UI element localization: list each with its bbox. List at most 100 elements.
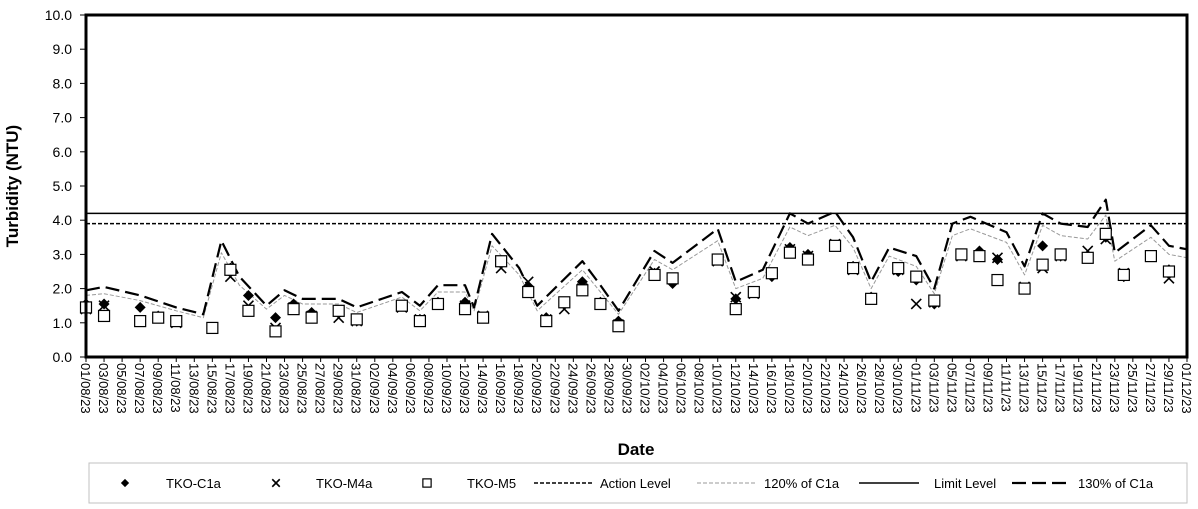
x-tick-label: 30/10/23 — [890, 363, 905, 414]
tko-c1a-point — [270, 312, 282, 324]
tko-m5-point — [828, 239, 842, 252]
series-lines — [85, 198, 1188, 319]
tko-m5-point — [910, 270, 923, 283]
130-of-c1a-line — [85, 198, 1188, 316]
tko-m5-point — [955, 248, 968, 261]
tko-m5-point — [413, 314, 427, 328]
tko-m5-point — [495, 255, 508, 268]
series-markers — [79, 227, 1176, 338]
x-tick-label: 21/11/23 — [1089, 363, 1104, 413]
tko-m5-point — [783, 246, 797, 259]
x-tick-label: 30/09/23 — [619, 363, 634, 414]
x-tick-label: 08/09/23 — [421, 363, 436, 414]
tko-m5-point — [458, 303, 472, 316]
legend-130-of-c1a-label: 130% of C1a — [1078, 476, 1154, 491]
x-tick-label: 10/09/23 — [439, 363, 454, 414]
x-tick-label: 14/10/23 — [746, 363, 761, 414]
tko-m4a-point — [522, 276, 534, 288]
tko-m5-point — [522, 285, 535, 299]
xtick-labels: 01/08/23 03/08/23 05/08/23 07/08/23 09/08/23… — [78, 363, 1194, 414]
x-tick-label: 16/09/23 — [493, 363, 508, 414]
tko-m5-point — [991, 273, 1004, 287]
tko-m5-point — [973, 250, 986, 263]
x-tick-label: 01/08/23 — [78, 363, 93, 414]
tko-m5-point — [801, 253, 815, 266]
tko-m5-point — [1018, 282, 1031, 295]
legend-tko-c1a-label: TKO-C1a — [166, 476, 222, 491]
tko-m4a-point — [730, 291, 742, 303]
tko-m5-point — [287, 303, 300, 316]
x-tick-label: 02/10/23 — [638, 363, 653, 414]
tko-m5-point — [711, 253, 724, 266]
x-tick-label: 03/11/23 — [926, 363, 941, 413]
tko-m5-point — [765, 267, 778, 280]
tko-m5-point — [666, 272, 679, 285]
x-tick-label: 19/08/23 — [240, 363, 255, 414]
x-tick-label: 15/08/23 — [204, 363, 219, 414]
x-tick-label: 16/10/23 — [764, 363, 779, 414]
tko-m5-point — [431, 297, 445, 311]
x-tick-label: 18/10/23 — [782, 363, 797, 414]
tko-m5-point — [540, 314, 553, 328]
x-tick-label: 19/11/23 — [1071, 363, 1086, 413]
x-tick-label: 21/08/23 — [258, 363, 273, 414]
tko-m5-point — [846, 261, 860, 275]
x-tick-label: 07/08/23 — [132, 363, 147, 414]
tko-m5-point — [865, 292, 878, 305]
legend-tko-c1a-symbol — [120, 478, 130, 488]
y-tick-label: 9.0 — [53, 41, 73, 57]
x-tick-label: 27/08/23 — [313, 363, 328, 414]
x-tick-label: 15/11/23 — [1035, 363, 1050, 413]
tko-c1a-point — [98, 298, 110, 310]
x-tick-label: 23/08/23 — [277, 363, 292, 414]
x-tick-label: 12/10/23 — [728, 363, 743, 414]
tko-m5-point — [1162, 265, 1176, 278]
tko-m5-point — [350, 313, 363, 326]
x-tick-label: 01/11/23 — [908, 363, 923, 413]
x-axis-title: Date — [618, 440, 655, 459]
tko-m5-point — [729, 303, 742, 316]
x-tick-label: 20/10/23 — [800, 363, 815, 414]
x-tick-label: 27/11/23 — [1143, 363, 1158, 413]
tko-c1a-point — [242, 289, 254, 301]
tko-m5-point — [134, 314, 147, 328]
x-tick-label: 11/11/23 — [999, 363, 1014, 412]
x-tick-label: 20/09/23 — [529, 363, 544, 414]
x-tick-label: 06/09/23 — [403, 363, 418, 414]
x-tick-label: 04/09/23 — [385, 363, 400, 414]
tko-m5-point — [224, 263, 237, 276]
tko-m5-point — [1099, 227, 1112, 240]
tko-m5-point — [476, 311, 490, 324]
x-tick-label: 08/10/23 — [692, 363, 707, 414]
tko-m5-point — [928, 294, 941, 307]
x-tick-label: 07/11/23 — [962, 363, 977, 413]
x-tick-label: 12/09/23 — [457, 363, 472, 414]
tko-m5-point — [152, 311, 165, 324]
tko-m4a-point — [98, 300, 110, 312]
tko-c1a-point — [1037, 240, 1049, 252]
x-tick-label: 04/10/23 — [656, 363, 671, 414]
legend-tko-m4a-symbol — [271, 478, 281, 488]
x-tick-label: 13/08/23 — [186, 363, 201, 414]
plot-area-frame — [84, 13, 1189, 359]
y-tick-label: 6.0 — [53, 144, 73, 160]
x-tick-label: 29/11/23 — [1161, 363, 1176, 413]
x-tick-label: 24/10/23 — [836, 363, 851, 414]
y-tick-label: 5.0 — [53, 178, 73, 194]
x-tick-label: 14/09/23 — [475, 363, 490, 414]
x-tick-label: 13/11/23 — [1017, 363, 1032, 413]
tko-m5-point — [576, 284, 589, 297]
x-tick-label: 11/08/23 — [168, 363, 183, 413]
legend-tko-m4a-label: TKO-M4a — [316, 476, 373, 491]
tko-m5-point — [558, 296, 571, 309]
y-tick-label: 2.0 — [53, 281, 73, 297]
x-tick-label: 26/10/23 — [854, 363, 869, 414]
legend-action-level-label: Action Level — [600, 476, 671, 491]
tko-m4a-point — [991, 252, 1004, 264]
x-tick-label: 26/09/23 — [583, 363, 598, 414]
tko-m5-point — [1144, 250, 1158, 263]
tko-m4a-point — [910, 298, 922, 310]
x-tick-label: 25/11/23 — [1125, 363, 1140, 413]
tko-m5-point — [1036, 258, 1049, 271]
